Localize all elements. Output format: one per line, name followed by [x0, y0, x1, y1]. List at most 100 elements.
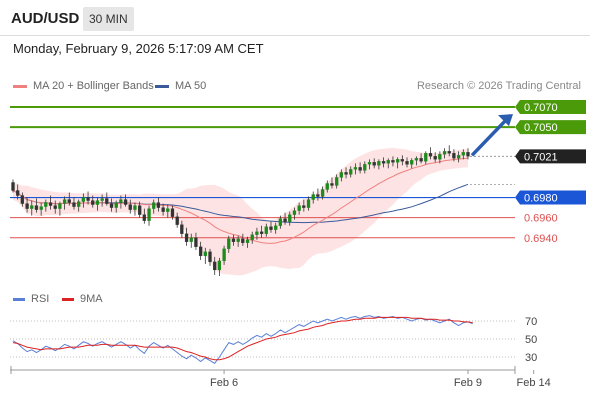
candle-body: [428, 153, 433, 157]
rsi-panel: 70 50 30: [10, 315, 537, 364]
candle: [339, 169, 344, 182]
candle: [44, 199, 48, 212]
candle: [424, 151, 428, 165]
ma50-label: MA 50: [175, 80, 207, 92]
timeframe-badge[interactable]: 30 MIN: [83, 7, 134, 31]
candle-body: [152, 202, 156, 209]
candle: [274, 222, 278, 234]
candle-body: [105, 198, 109, 204]
candle: [105, 192, 109, 206]
candle-body: [400, 159, 404, 162]
legend-rsi-ma: 9MA: [62, 293, 103, 305]
rsi-ma-swatch: [62, 297, 74, 301]
candle-body: [283, 218, 287, 222]
candle-body: [194, 237, 198, 247]
candle-body: [86, 197, 90, 201]
candle: [53, 200, 57, 214]
forecast-arrow-shaft: [470, 119, 507, 157]
candle: [400, 155, 404, 166]
candle-body: [48, 202, 53, 206]
candle-body: [269, 226, 273, 230]
candle: [147, 205, 151, 226]
candle: [292, 207, 297, 220]
candle: [367, 159, 372, 170]
ma20-swatch: [13, 84, 27, 88]
datetime-label: Monday, February 9, 2026 5:17:09 AM CET: [13, 41, 264, 56]
candle: [109, 198, 114, 212]
candle-body: [30, 205, 34, 209]
candle-body: [81, 197, 86, 202]
candle-body: [438, 154, 442, 160]
candle: [184, 227, 189, 246]
candle-body: [316, 194, 320, 197]
candle: [208, 248, 212, 266]
rsi-line: [12, 315, 473, 364]
candle-body: [288, 214, 292, 222]
price-label: 0.7050: [524, 122, 558, 134]
candle: [62, 196, 67, 210]
candle-body: [381, 161, 386, 164]
candle: [447, 145, 451, 157]
candle: [203, 247, 207, 264]
candle-body: [363, 164, 367, 171]
candle: [283, 212, 287, 225]
candle: [175, 212, 179, 228]
candle-body: [339, 172, 344, 178]
price-label-layer: 0.7070 0.7050 0.7021 0.6980 0.6960 0.6940: [515, 100, 586, 245]
candle-body: [367, 162, 372, 165]
candle-body: [250, 234, 254, 240]
candle-body: [156, 202, 161, 208]
candle-body: [386, 160, 390, 164]
candle: [170, 205, 175, 220]
candle-body: [325, 183, 329, 190]
candle-body: [147, 208, 151, 221]
candle-body: [100, 198, 104, 201]
candle-body: [442, 151, 447, 155]
candle-body: [16, 190, 20, 196]
rsi-label: RSI: [31, 293, 50, 305]
candle: [91, 195, 95, 208]
candle: [11, 179, 15, 193]
candle: [95, 197, 100, 211]
legend-ma20: MA 20 + Bollinger Bands: [13, 80, 154, 92]
candle: [217, 257, 222, 276]
candle-body: [222, 248, 226, 262]
candle-body: [77, 201, 81, 207]
candle: [34, 198, 39, 213]
candle: [278, 215, 283, 229]
candle: [363, 161, 367, 174]
candle: [213, 256, 217, 275]
ma20-label: MA 20 + Bollinger Bands: [33, 80, 154, 92]
candle: [320, 186, 325, 200]
candle-body: [274, 225, 278, 230]
candle: [381, 157, 386, 168]
candle-body: [278, 218, 283, 226]
candle: [330, 177, 334, 189]
candle: [288, 211, 292, 226]
price-label-bg: [515, 149, 586, 164]
candle: [372, 158, 376, 169]
candle-body: [62, 199, 67, 204]
candle: [72, 197, 76, 210]
candle: [419, 153, 423, 164]
candle: [156, 197, 161, 212]
candle-body: [208, 251, 212, 263]
candle-body: [255, 231, 259, 235]
candle: [255, 227, 259, 240]
candle-body: [320, 189, 325, 197]
candle: [123, 194, 128, 207]
copyright-text: Research © 2026 Trading Central: [416, 80, 581, 92]
candle-body: [306, 199, 311, 208]
candle-body: [170, 208, 175, 217]
candle: [198, 241, 203, 260]
candle-body: [414, 158, 419, 161]
candle: [377, 159, 381, 170]
candle-body: [67, 199, 71, 203]
candle-body: [142, 214, 146, 221]
candle: [391, 156, 395, 167]
candle-body: [20, 195, 25, 204]
candle-body: [11, 182, 15, 191]
forecast-arrow-layer: [470, 114, 513, 157]
candle: [414, 156, 419, 166]
